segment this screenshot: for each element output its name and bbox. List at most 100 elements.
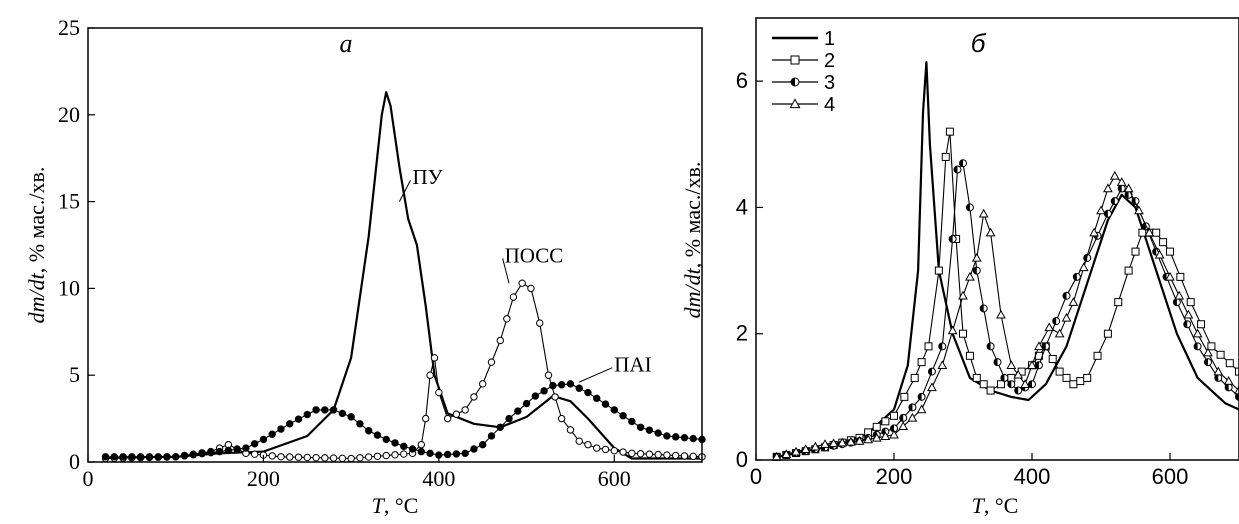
series-line — [776, 175, 1239, 458]
data-point — [1013, 369, 1024, 379]
data-point — [663, 451, 671, 459]
data-point — [1052, 317, 1061, 326]
data-point — [927, 367, 936, 376]
data-point — [907, 412, 918, 422]
data-point — [846, 436, 856, 446]
data-point — [435, 388, 443, 397]
data-point — [1000, 373, 1009, 382]
data-point — [1203, 358, 1212, 367]
data-point — [250, 440, 259, 448]
series-annotation: ПОСС — [505, 243, 564, 267]
annotations-group-a: ПУ ПОСС ПАІ — [398, 165, 652, 383]
data-point — [417, 447, 426, 456]
data-point — [619, 448, 627, 456]
data-point — [985, 227, 996, 237]
data-point — [198, 449, 206, 458]
data-point — [391, 439, 399, 447]
data-point — [947, 325, 958, 335]
data-point — [505, 414, 513, 423]
data-point — [1197, 320, 1206, 329]
data-point — [993, 358, 1002, 367]
y-axis-unit-b: , % мас./хв. — [680, 162, 705, 269]
data-point — [250, 450, 259, 458]
data-point — [329, 454, 338, 462]
data-point — [470, 393, 478, 401]
data-point — [890, 411, 898, 420]
data-point — [689, 452, 697, 461]
legend-marker — [790, 55, 800, 65]
data-point — [820, 439, 830, 448]
data-point — [207, 448, 215, 457]
data-point — [1034, 361, 1043, 370]
y-axis-var-a: dm/dt — [24, 272, 49, 323]
data-point — [1225, 359, 1234, 368]
data-point — [889, 429, 899, 439]
data-point — [461, 449, 469, 458]
y-tick-label: 15 — [58, 189, 80, 214]
plot-frame-b — [755, 17, 1239, 461]
legend-label: 1 — [824, 28, 835, 50]
data-point — [1055, 367, 1064, 376]
data-point — [1103, 329, 1112, 338]
data-point — [443, 450, 452, 459]
data-point — [1193, 342, 1202, 351]
data-point — [601, 445, 610, 454]
data-point — [1207, 342, 1216, 351]
data-point — [215, 447, 224, 456]
data-point — [1123, 183, 1134, 193]
data-point — [965, 351, 974, 360]
series-group-a — [101, 91, 706, 463]
data-point — [880, 431, 891, 441]
data-point — [828, 438, 839, 448]
data-point — [1096, 205, 1106, 215]
series-line — [105, 91, 702, 460]
data-point — [321, 454, 329, 462]
data-point — [971, 252, 982, 262]
ticks-group-b: 0 200 400 600 0 2 4 6 — [736, 68, 1189, 489]
data-point — [1114, 298, 1123, 307]
data-point — [575, 437, 583, 445]
data-point — [233, 445, 241, 453]
data-point — [566, 380, 575, 388]
data-point — [1089, 227, 1099, 237]
data-point — [566, 426, 575, 434]
data-point — [391, 451, 399, 459]
data-point — [1165, 271, 1175, 281]
data-point — [959, 159, 967, 168]
data-point — [628, 449, 636, 458]
data-point — [854, 436, 865, 445]
ticks-group-a: 0 200 400 600 0 5 10 15 20 25 — [58, 15, 631, 491]
y-tick-label: 25 — [58, 15, 80, 40]
data-point — [294, 453, 303, 461]
data-point — [400, 450, 408, 458]
legend-item: 2 — [772, 50, 835, 72]
data-point — [224, 446, 233, 455]
y-tick-label: 20 — [58, 102, 80, 127]
data-point — [1235, 392, 1239, 401]
x-tick-label: 400 — [1014, 464, 1051, 489]
x-tick-label: 400 — [422, 466, 455, 491]
data-point — [549, 381, 557, 390]
data-point — [1183, 320, 1192, 329]
legend-marker — [789, 98, 801, 109]
series-b-2 — [772, 127, 1239, 461]
data-point — [908, 403, 917, 412]
data-point — [636, 450, 645, 458]
data-point — [286, 453, 294, 461]
legend-item: 3 — [772, 72, 835, 94]
data-point — [934, 266, 943, 275]
data-point — [382, 451, 390, 460]
data-point — [1041, 342, 1050, 351]
data-point — [277, 453, 285, 461]
data-point — [189, 451, 197, 459]
data-point — [303, 410, 311, 419]
data-point — [958, 290, 968, 300]
data-point — [654, 450, 662, 459]
data-point — [1117, 184, 1126, 193]
data-point — [503, 315, 511, 323]
series-annotation: ПУ — [413, 165, 443, 189]
x-axis-unit-b: , °C — [984, 493, 1018, 518]
y-tick-label: 0 — [69, 449, 80, 474]
data-point — [1062, 291, 1071, 300]
data-point — [863, 434, 873, 444]
